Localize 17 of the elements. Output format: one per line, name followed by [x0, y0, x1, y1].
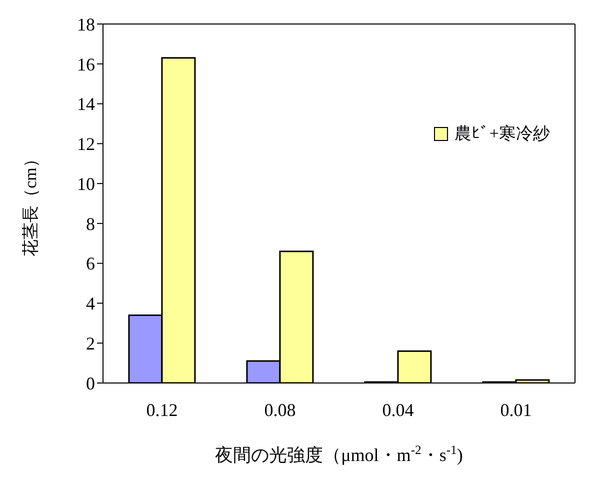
y-tick-label: 0: [86, 373, 95, 394]
y-tick-label: 14: [77, 94, 95, 114]
x-axis-title: 夜間の光強度（μmol・m$^{-2}$・s$^{-1}$): [215, 443, 463, 465]
y-tick-label: 4: [86, 294, 95, 314]
y-tick-label: 2: [86, 334, 95, 354]
y-axis-title: 花茎長（cm）: [21, 150, 40, 256]
y-tick-label: 16: [77, 54, 95, 74]
legend-label: 農ﾋﾞ+寒冷紗: [454, 123, 550, 145]
x-tick-label: 0.08: [264, 400, 296, 420]
y-tick-label: 12: [77, 134, 95, 154]
x-tick-label: 0.04: [382, 400, 414, 420]
y-tick-label: 10: [77, 174, 95, 194]
y-tick-label: 6: [86, 254, 95, 274]
x-tick-label: 0.01: [500, 400, 532, 420]
y-tick-label: 18: [77, 14, 95, 34]
y-tick-label: 8: [86, 214, 95, 234]
x-tick-label: 0.12: [146, 400, 178, 420]
